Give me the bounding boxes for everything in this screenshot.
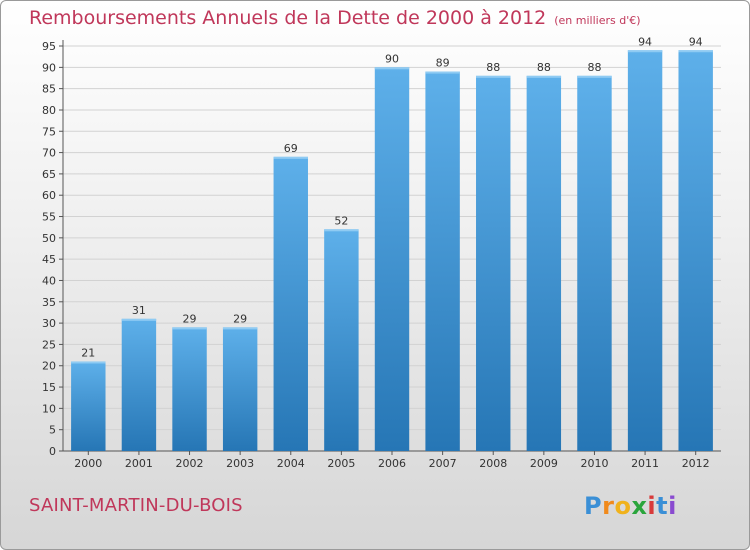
y-tick-label: 5 (49, 424, 56, 437)
y-tick-label: 20 (42, 360, 56, 373)
logo-letter: r (602, 492, 615, 520)
y-tick-label: 70 (42, 147, 56, 160)
x-tick-label: 2000 (74, 457, 102, 470)
y-tick-label: 25 (42, 338, 56, 351)
logo-letter: t (656, 492, 669, 520)
bar (374, 67, 410, 451)
data-label: 94 (638, 35, 652, 48)
bar (71, 361, 106, 451)
bar (273, 156, 308, 451)
data-label: 29 (233, 312, 247, 325)
bar-highlight (222, 327, 258, 330)
x-tick-label: 2003 (226, 457, 254, 470)
bar (526, 75, 562, 451)
chart-title: Remboursements Annuels de la Dette de 20… (29, 7, 641, 29)
y-tick-label: 65 (42, 168, 56, 181)
y-tick-label: 40 (42, 274, 56, 287)
bar-highlight (476, 75, 511, 78)
logo-letter: x (631, 492, 648, 520)
bar (222, 327, 258, 451)
bar-highlight (678, 50, 713, 53)
y-tick-label: 60 (42, 189, 56, 202)
x-tick-label: 2009 (530, 457, 558, 470)
x-tick-label: 2010 (580, 457, 608, 470)
chart-unit: (en milliers d'€) (554, 14, 641, 27)
x-tick-label: 2007 (429, 457, 457, 470)
bar-highlight (577, 75, 612, 78)
x-tick-label: 2011 (631, 457, 659, 470)
y-tick-label: 85 (42, 83, 56, 96)
bar (121, 318, 157, 451)
logo-letter: P (584, 492, 603, 520)
bar-highlight (425, 71, 460, 74)
data-label: 31 (132, 304, 146, 317)
data-labels: 21 31 29 29 69 52 90 89 88 88 88 94 94 (81, 35, 702, 359)
bar (577, 75, 612, 451)
bar (678, 50, 713, 452)
y-tick-label: 80 (42, 104, 56, 117)
data-label: 90 (385, 52, 399, 65)
bar (627, 50, 663, 452)
logo-letter: i (647, 492, 657, 520)
logo-letter: o (614, 492, 632, 520)
y-tick-label: 35 (42, 296, 56, 309)
data-label: 69 (284, 142, 298, 155)
x-tick-label: 2006 (378, 457, 406, 470)
bar-highlight (121, 318, 157, 321)
x-tick-label: 2004 (277, 457, 305, 470)
y-tick-label: 90 (42, 61, 56, 74)
bar-highlight (374, 67, 410, 70)
data-label: 89 (436, 57, 450, 70)
chart-title-text: Remboursements Annuels de la Dette de 20… (29, 7, 547, 29)
bar (172, 327, 207, 451)
bars (71, 50, 713, 452)
data-label: 88 (486, 61, 500, 74)
bar-highlight (71, 361, 106, 364)
y-tick-label: 0 (49, 445, 56, 458)
bar-highlight (273, 156, 308, 159)
bar-highlight (627, 50, 663, 53)
x-tick-label: 2005 (327, 457, 355, 470)
x-tick-label: 2008 (479, 457, 507, 470)
bar (476, 75, 511, 451)
y-tick-label: 45 (42, 253, 56, 266)
y-tick-label: 75 (42, 125, 56, 138)
y-tick-label: 95 (42, 40, 56, 53)
bar-highlight (172, 327, 207, 330)
data-label: 88 (587, 61, 601, 74)
bar-highlight (526, 75, 562, 78)
y-tick-label: 55 (42, 211, 56, 224)
proxiti-logo: Proxiti (584, 492, 677, 520)
y-tick-label: 10 (42, 402, 56, 415)
y-tick-label: 15 (42, 381, 56, 394)
bar (425, 71, 460, 451)
data-label: 21 (81, 346, 95, 359)
data-label: 52 (334, 214, 348, 227)
x-tick-label: 2002 (176, 457, 204, 470)
data-label: 94 (689, 35, 703, 48)
data-label: 88 (537, 61, 551, 74)
y-tick-label: 30 (42, 317, 56, 330)
data-label: 29 (183, 312, 197, 325)
bar (324, 229, 359, 451)
bar-highlight (324, 229, 359, 232)
city-name: SAINT-MARTIN-DU-BOIS (29, 495, 243, 516)
y-tick-label: 50 (42, 232, 56, 245)
logo-letter: i (668, 492, 677, 520)
x-tick-label: 2012 (682, 457, 710, 470)
x-tick-label: 2001 (125, 457, 153, 470)
